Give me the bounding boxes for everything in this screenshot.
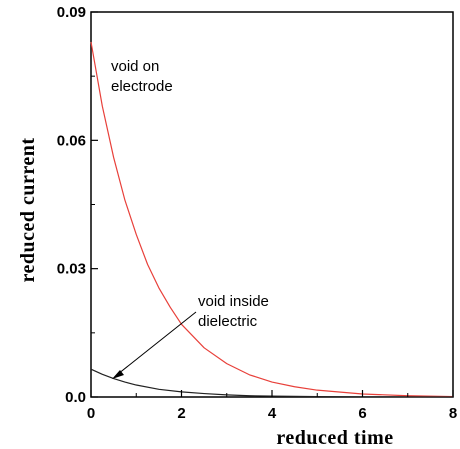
x-axis-title: reduced time xyxy=(276,427,393,449)
annotation-void-inside-dielectric: void inside dielectric xyxy=(112,293,269,379)
x-tick-label: 8 xyxy=(449,405,457,422)
y-tick-label: 0.0 xyxy=(65,389,86,406)
y-tick-label: 0.06 xyxy=(57,132,86,149)
series-layer xyxy=(90,41,454,398)
annotation-line: void on xyxy=(111,58,159,75)
annotation-arrow-line xyxy=(117,311,197,375)
series-line-1 xyxy=(90,368,454,398)
y-tick-label: 0.03 xyxy=(57,261,86,278)
x-tick-label: 6 xyxy=(358,405,366,422)
series-line-0 xyxy=(90,41,454,398)
y-tick-label: 0.09 xyxy=(57,4,86,21)
x-tick-label: 0 xyxy=(87,405,95,422)
annotation-void-on-electrode: void on electrode xyxy=(111,58,173,95)
x-tick-label: 2 xyxy=(177,405,185,422)
annotation-line: electrode xyxy=(111,78,173,95)
x-tick-label: 4 xyxy=(268,405,277,422)
annotation-line: void inside xyxy=(198,293,269,310)
y-axis-title: reduced current xyxy=(17,137,39,282)
annotation-line: dielectric xyxy=(198,313,258,330)
ticks: 0 2 4 6 8 0.0 0.03 0.06 0.09 xyxy=(57,4,457,422)
annotation-arrow-head xyxy=(112,370,124,379)
